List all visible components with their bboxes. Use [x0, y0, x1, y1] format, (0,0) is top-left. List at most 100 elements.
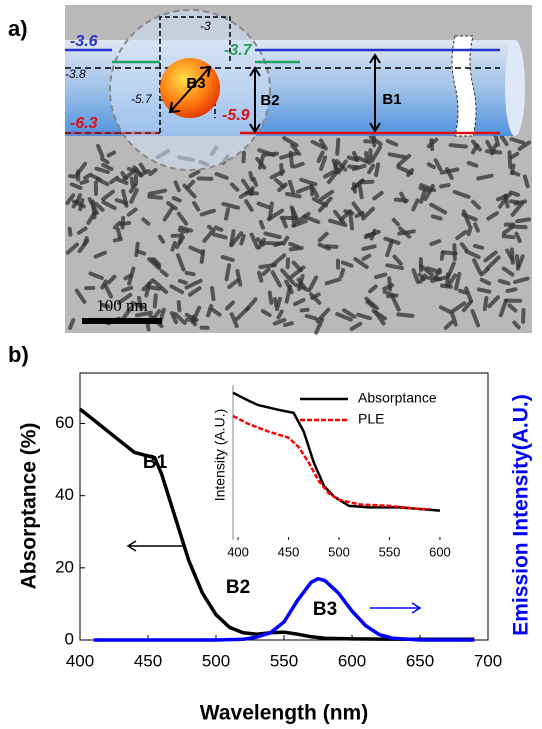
energy-level: -3.8 [65, 67, 86, 81]
nanorod [220, 255, 235, 263]
nanorod [210, 286, 216, 302]
nanorod [130, 301, 146, 310]
nanorod [213, 225, 224, 232]
nanorod [282, 136, 299, 148]
nanorod [170, 233, 181, 238]
x-tick-label: 500 [328, 544, 350, 559]
nanorod [361, 206, 376, 221]
nanorod [244, 199, 254, 212]
nanorod [176, 211, 189, 226]
nanorod [227, 278, 240, 289]
nanorod [433, 267, 442, 280]
nanorod [514, 254, 520, 268]
nanorod [509, 137, 526, 145]
nanorod [100, 302, 111, 309]
nanorod [199, 325, 210, 330]
nanorod [255, 156, 267, 170]
nanorod [224, 300, 235, 311]
band-annotation: B3 [313, 599, 337, 620]
nanorod [304, 313, 318, 321]
nanorod [446, 261, 456, 277]
nanorod [214, 172, 229, 180]
nanorod [263, 240, 282, 246]
nanorod [513, 276, 530, 284]
nanorod [147, 188, 167, 196]
nanorod [317, 242, 331, 251]
nanorod [419, 189, 427, 204]
nanorod [287, 179, 296, 195]
nanorod [466, 225, 473, 237]
nanorod [391, 217, 400, 227]
nanorod [385, 263, 404, 271]
nanorod [515, 217, 531, 224]
energy-level: -3 [200, 19, 211, 33]
nanorod [65, 193, 76, 206]
nanorod [188, 169, 201, 178]
nanorod [207, 224, 216, 233]
nanorod [79, 179, 90, 185]
y-axis-label: Absorptance (%) [18, 423, 41, 590]
nanorod [328, 218, 348, 228]
nanorod [112, 220, 122, 230]
nanorod [426, 162, 436, 170]
nanorod [109, 175, 120, 185]
nanorod [387, 152, 407, 159]
nanorod [82, 236, 89, 247]
nanorod [367, 163, 376, 175]
nanorod [76, 226, 88, 235]
nanorod [279, 151, 299, 160]
x-tick-label: 400 [66, 651, 94, 670]
x-tick-label: 400 [227, 544, 249, 559]
nanorod [267, 201, 274, 221]
y-tick-label: 20 [55, 557, 74, 576]
nanorod [121, 189, 129, 208]
x-tick-label: 600 [338, 651, 366, 670]
nanorod [96, 143, 105, 159]
nanorod [169, 284, 185, 295]
nanorod [509, 199, 520, 205]
nanorod [137, 169, 151, 177]
nanorod [340, 260, 354, 268]
nanorod [508, 190, 520, 197]
nanorod [464, 286, 474, 304]
data-line [232, 391, 441, 512]
nanorod [482, 295, 489, 312]
nanorod [121, 285, 134, 293]
band-annotation: B2 [226, 577, 250, 598]
nanorod [256, 270, 264, 283]
nanorod [346, 155, 360, 162]
nanorod [141, 217, 151, 226]
nanorod [266, 208, 285, 222]
nanorod [521, 307, 526, 324]
nanorod [517, 140, 531, 151]
nanorod [244, 297, 258, 312]
nanorod [439, 283, 453, 289]
x-tick-label: 600 [429, 544, 451, 559]
nanorod [261, 267, 271, 277]
nanorod [270, 253, 287, 268]
nanorod [192, 201, 201, 212]
nanorod [184, 278, 203, 290]
nanorod [396, 153, 412, 167]
nanorod [512, 320, 521, 330]
nanorod [115, 227, 122, 240]
nanorod [324, 277, 342, 286]
nanorod [470, 309, 481, 328]
legend-label: Absorptance [358, 390, 437, 406]
nanorod [74, 288, 87, 304]
nanorod [399, 191, 408, 204]
nanorod [509, 151, 520, 160]
nanorod [498, 298, 508, 318]
nanorod [94, 166, 110, 175]
nanorod [324, 244, 339, 249]
nanorod [292, 161, 305, 169]
nanorod [90, 173, 102, 182]
nanorod [426, 137, 439, 149]
nanorod [411, 268, 420, 285]
nanorod [446, 273, 458, 288]
nanorod [67, 226, 73, 237]
nanorod [319, 189, 335, 202]
nanorod [308, 275, 319, 290]
nanorod [135, 310, 153, 318]
nanorod [173, 311, 187, 325]
